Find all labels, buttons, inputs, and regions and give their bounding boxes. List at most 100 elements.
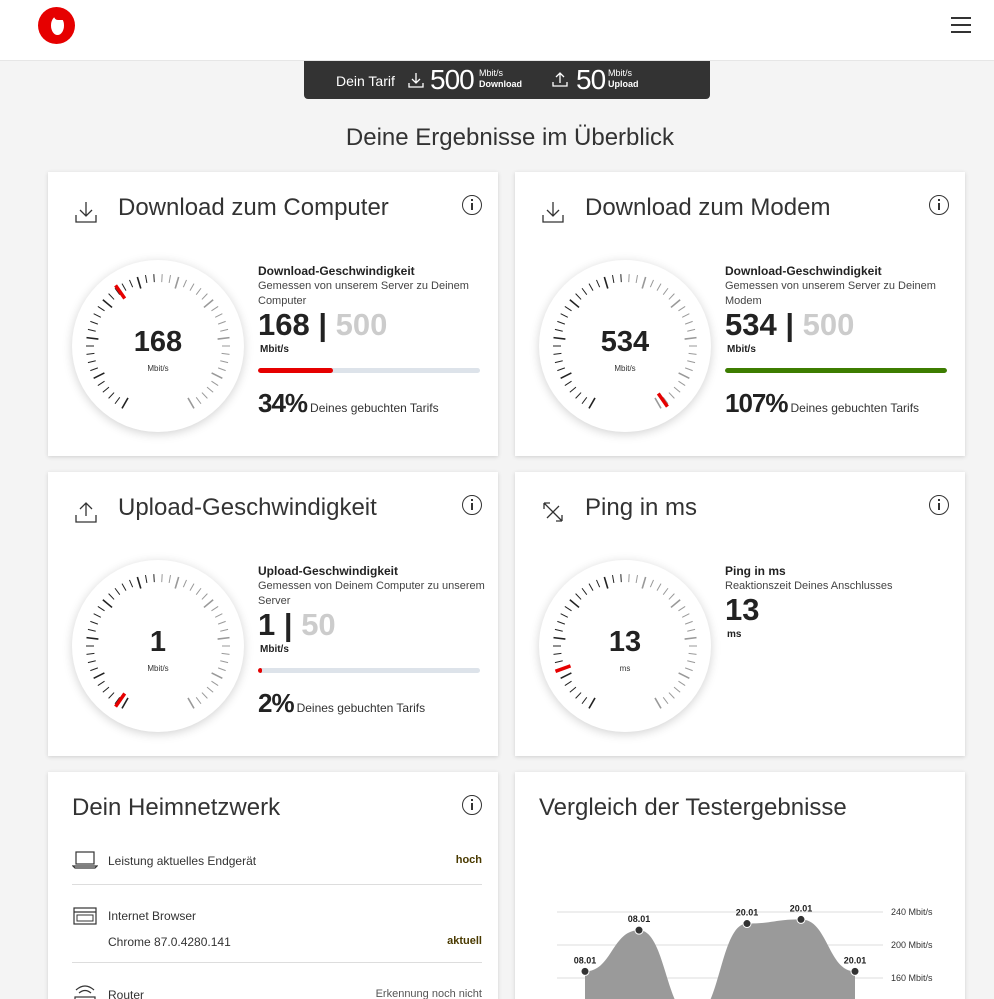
row-label: Router [108, 988, 145, 999]
gauge-value: 13 [608, 626, 642, 658]
row-label: Leistung aktuelles Endgerät [108, 854, 257, 868]
gauge-tick [174, 276, 180, 289]
gauge-tick [114, 587, 121, 595]
data-label: 08.01 [628, 914, 651, 924]
gauge-tick [612, 275, 615, 284]
progress-fill [258, 368, 333, 373]
stat-label: Upload-Geschwindigkeit [258, 564, 399, 578]
data-point[interactable] [634, 925, 644, 935]
gauge-tick [557, 320, 566, 325]
page-title: Deine Ergebnisse im Überblick [345, 124, 675, 151]
gauge-tick [564, 380, 572, 386]
gauge-tick [90, 320, 99, 325]
gauge-tick [668, 593, 675, 600]
vodafone-logo-icon[interactable] [38, 7, 75, 44]
gauge-tick [569, 299, 580, 309]
gauge-tick [581, 397, 588, 405]
card-title: Download zum Modem [585, 194, 831, 221]
gauge-tick [553, 336, 566, 340]
gauge-tick [97, 606, 105, 612]
tarif-download-label: Download [479, 79, 522, 89]
gauge-tick [687, 628, 696, 632]
card-download-modem: Download zum Modem 534 Mbit/s Download-G… [515, 172, 965, 456]
gauge-tick [217, 667, 226, 672]
area-series [585, 919, 855, 999]
info-icon[interactable] [462, 795, 482, 815]
gauge-tick [195, 697, 202, 705]
percent-value: 2% [258, 688, 295, 718]
gauge-tick [90, 667, 99, 672]
stat-unit: Mbit/s [260, 344, 289, 355]
gauge-tick [670, 299, 681, 309]
info-icon[interactable] [462, 195, 482, 215]
gauge-tick [114, 287, 121, 295]
gauge-tick [217, 320, 226, 325]
gauge-tick [195, 397, 202, 405]
gauge-tick [662, 397, 669, 405]
stat-description: Gemessen von unserem Server zu Deinem Co… [258, 280, 469, 307]
gauge-tick [86, 636, 99, 640]
gauge-tick [603, 276, 609, 289]
measured-value: 1 [258, 607, 276, 642]
info-icon[interactable] [929, 195, 949, 215]
gauge-tick [588, 583, 594, 591]
data-label: 20.01 [790, 903, 813, 913]
gauge-unit: Mbit/s [614, 364, 636, 373]
gauge-tick [688, 352, 697, 355]
gauge-tick [102, 686, 110, 693]
percent-of-tarif: 2% Deines gebuchten Tarifs [258, 688, 425, 719]
info-icon[interactable] [462, 495, 482, 515]
gauge-tick [93, 613, 102, 618]
gauge-tick [189, 283, 195, 291]
gauge-tick [678, 606, 686, 612]
gauge-tick [211, 306, 219, 312]
gauge-tick [662, 697, 669, 705]
stat-value: 1 | 50 [258, 607, 336, 643]
gauge-tick [211, 680, 219, 686]
percent-of-tarif: 34% Deines gebuchten Tarifs [258, 388, 439, 419]
download-icon [408, 73, 424, 88]
separator: | [283, 607, 293, 642]
gauge-tick [656, 283, 662, 291]
gauge-tick [217, 620, 226, 625]
tarif-label: Dein Tarif [336, 73, 395, 89]
stat-description: Gemessen von Deinem Computer zu unserem … [258, 580, 485, 607]
measured-value: 168 [258, 307, 310, 342]
upload-icon [75, 502, 97, 523]
gauge-tick [220, 628, 229, 632]
gauge-tick [90, 367, 99, 372]
progress-fill [258, 668, 263, 673]
gauge-tick [201, 392, 208, 399]
gauge-tick [97, 380, 105, 386]
info-icon[interactable] [929, 495, 949, 515]
gauge-tick [121, 397, 129, 409]
comparison-chart: 240 Mbit/s 200 Mbit/s 160 Mbit/s 08.01 08.01… [557, 903, 933, 999]
data-point[interactable] [580, 966, 590, 976]
data-point[interactable] [742, 919, 752, 929]
hamburger-menu-icon[interactable] [950, 14, 972, 36]
gauge-tick [97, 306, 105, 312]
tarif-max-value: 500 [335, 307, 388, 342]
gauge-tick [678, 372, 690, 380]
stat-unit: Mbit/s [727, 344, 756, 355]
gauge-tick [569, 599, 580, 609]
gauge-tick [220, 360, 229, 364]
gauge-tick [596, 579, 601, 588]
y-tick-label: 200 Mbit/s [891, 940, 933, 950]
percent-caption: Deines gebuchten Tarifs [790, 401, 920, 415]
gauge-tick [86, 352, 95, 355]
gauge-value: 168 [133, 326, 183, 358]
gauge-tick [211, 372, 223, 380]
gauge-tick [108, 392, 115, 399]
gauge-tick [641, 576, 647, 589]
gauge-tick [560, 613, 569, 618]
gauge-tick [121, 697, 129, 709]
row-value: aktuell [447, 935, 482, 947]
gauge-indicator [554, 664, 572, 673]
gauge-tick [581, 697, 588, 705]
data-point[interactable] [796, 914, 806, 924]
gauge-tick [182, 279, 187, 288]
gauge-tick [189, 583, 195, 591]
gauge-tick [649, 579, 654, 588]
data-point[interactable] [850, 966, 860, 976]
